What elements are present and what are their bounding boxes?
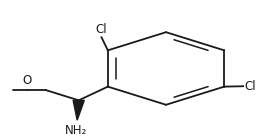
- Text: Cl: Cl: [96, 23, 107, 36]
- Text: O: O: [22, 74, 31, 87]
- Text: NH₂: NH₂: [64, 124, 87, 137]
- Polygon shape: [73, 100, 84, 120]
- Text: Cl: Cl: [245, 80, 256, 93]
